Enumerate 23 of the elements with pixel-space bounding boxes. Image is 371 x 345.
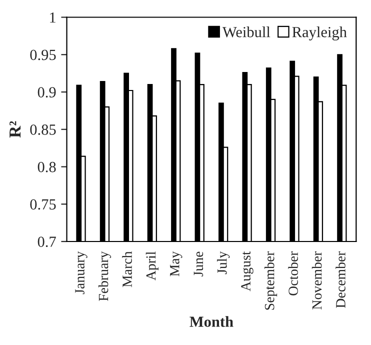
x-tick-label: February bbox=[98, 251, 112, 301]
x-tick-label: March bbox=[122, 251, 132, 288]
y-tick-label: 0.9 bbox=[38, 87, 56, 98]
x-axis-title: Month bbox=[190, 316, 234, 327]
y-tick-label: 1 bbox=[50, 12, 56, 23]
legend-label: Rayleigh bbox=[292, 26, 347, 40]
x-tick-label: July bbox=[217, 251, 230, 274]
y-tick-label: 0.8 bbox=[38, 162, 56, 172]
y-axis-title: R² bbox=[10, 121, 21, 138]
x-tick-label: November bbox=[312, 251, 322, 310]
x-tick-label: August bbox=[241, 251, 254, 292]
y-tick-label: 0.95 bbox=[30, 50, 56, 60]
y-tick-label: 0.85 bbox=[30, 124, 56, 135]
y-tick-label: 0.7 bbox=[38, 236, 56, 248]
x-tick-label: May bbox=[170, 251, 182, 276]
y-tick-label: 0.75 bbox=[30, 199, 56, 210]
x-tick-label: December bbox=[336, 251, 346, 308]
legend-label: Weibull bbox=[222, 26, 270, 38]
x-tick-label: June bbox=[194, 252, 204, 276]
x-tick-label: October bbox=[288, 251, 298, 296]
x-tick-label: September bbox=[264, 251, 278, 310]
x-tick-label: January bbox=[75, 251, 88, 294]
x-tick-label: April bbox=[146, 252, 158, 280]
